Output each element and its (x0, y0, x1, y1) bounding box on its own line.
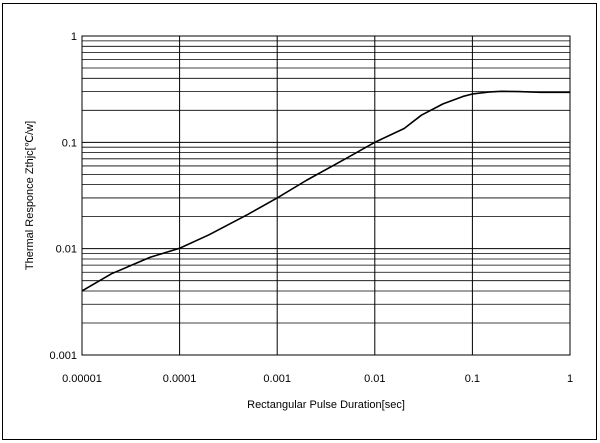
x-tick-label: 0.1 (465, 373, 480, 385)
y-tick-label: 0.01 (56, 244, 77, 256)
thermal-response-chart: 0.00001 0.0001 0.001 0.01 0.1 1 0.001 0.01 0.1 1… (24, 31, 573, 411)
plot-border (81, 35, 571, 356)
x-tick-labels: 0.00001 0.0001 0.001 0.01 0.1 1 (62, 373, 573, 385)
y-axis-label: Thermal Responce Zthjc[℃/w] (24, 121, 36, 270)
x-axis-label: Rectangular Pulse Duration[sec] (247, 399, 405, 411)
x-tick-label: 1 (567, 373, 573, 385)
series-line (81, 90, 570, 292)
chart-frame: 0.00001 0.0001 0.001 0.01 0.1 1 0.001 0.01 0.1 1… (2, 3, 597, 440)
y-tick-label: 0.001 (49, 350, 77, 362)
x-tick-label: 0.01 (364, 373, 385, 385)
y-tick-label: 0.1 (62, 137, 77, 149)
y-tick-labels: 0.001 0.01 0.1 1 (49, 31, 77, 362)
series-curve (81, 90, 570, 292)
minor-gridlines (82, 40, 570, 324)
y-tick-label: 1 (71, 31, 77, 43)
x-tick-label: 0.001 (263, 373, 291, 385)
x-tick-label: 0.0001 (163, 373, 197, 385)
x-tick-label: 0.00001 (62, 373, 102, 385)
major-gridlines (81, 35, 571, 356)
